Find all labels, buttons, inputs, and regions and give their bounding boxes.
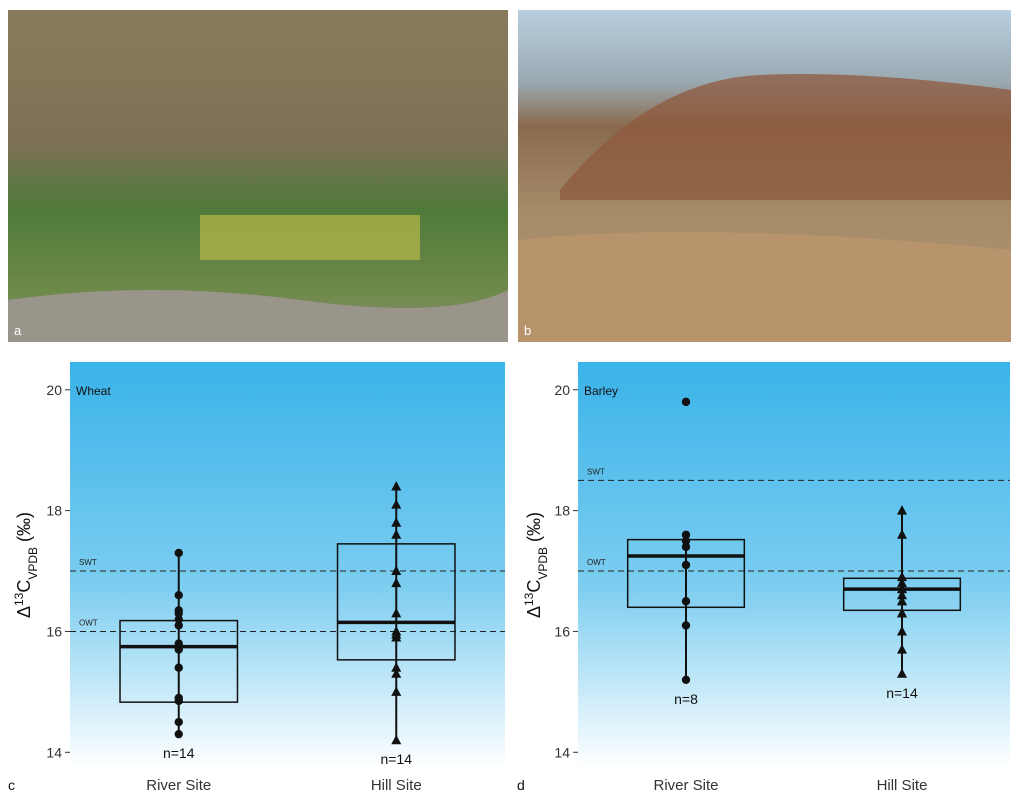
data-point (682, 543, 690, 551)
data-point (175, 697, 183, 705)
y-tick-label: 14 (46, 744, 62, 760)
plot-background (70, 362, 505, 768)
y-tick-label: 14 (554, 744, 570, 760)
reference-label: SWT (587, 467, 605, 476)
y-axis-label-part: C (524, 580, 544, 593)
data-point (682, 561, 690, 569)
n-label: n=14 (163, 745, 195, 761)
data-point (175, 621, 183, 629)
data-point (175, 664, 183, 672)
figure: a b 14 16 18 20 SWT OWT Wheat n=14 River Site n=1… (0, 0, 1012, 795)
x-tick-label: River Site (653, 777, 718, 794)
data-point (682, 597, 690, 605)
x-tick-label: Hill Site (371, 777, 422, 794)
data-point (175, 549, 183, 557)
y-tick-label: 20 (46, 382, 62, 398)
y-axis-label-part: (‰) (14, 512, 34, 547)
plot-background (578, 362, 1010, 768)
y-axis-label-part: VPDB (26, 547, 40, 580)
data-point (175, 645, 183, 653)
y-tick-label: 18 (46, 503, 62, 519)
y-tick-label: 18 (554, 503, 570, 519)
y-axis-label-part: (‰) (524, 512, 544, 547)
photo-label: b (524, 323, 531, 338)
n-label: n=8 (674, 691, 698, 707)
data-point (175, 591, 183, 599)
y-axis-label-part: C (14, 580, 34, 593)
n-label: n=14 (886, 685, 918, 701)
y-axis-label-part: Δ (524, 606, 544, 618)
reference-label: OWT (79, 618, 98, 627)
data-point (175, 730, 183, 738)
chart-title: Wheat (76, 384, 111, 398)
y-axis-label-part: 13 (12, 592, 26, 606)
data-point (175, 718, 183, 726)
panel-label: c (8, 777, 15, 793)
y-tick-label: 16 (46, 623, 62, 639)
y-axis-label: Δ13CVPDB (‰) (522, 512, 550, 618)
y-axis-label-part: 13 (522, 592, 536, 606)
data-point (682, 621, 690, 629)
y-axis-label-part: Δ (14, 606, 34, 618)
data-point (682, 398, 690, 406)
y-tick-label: 16 (554, 623, 570, 639)
x-tick-label: River Site (146, 777, 211, 794)
y-axis-label: Δ13CVPDB (‰) (12, 512, 40, 618)
panel-label: d (517, 777, 525, 793)
photo-a (8, 10, 508, 342)
y-axis-label-part: VPDB (536, 547, 550, 580)
x-tick-label: Hill Site (877, 777, 928, 794)
n-label: n=14 (380, 751, 412, 767)
y-tick-label: 20 (554, 382, 570, 398)
data-point (682, 676, 690, 684)
reference-label: SWT (79, 558, 97, 567)
reference-label: OWT (587, 558, 606, 567)
photo-label: a (14, 323, 22, 338)
photo-b (518, 10, 1011, 342)
chart-title: Barley (584, 384, 618, 398)
